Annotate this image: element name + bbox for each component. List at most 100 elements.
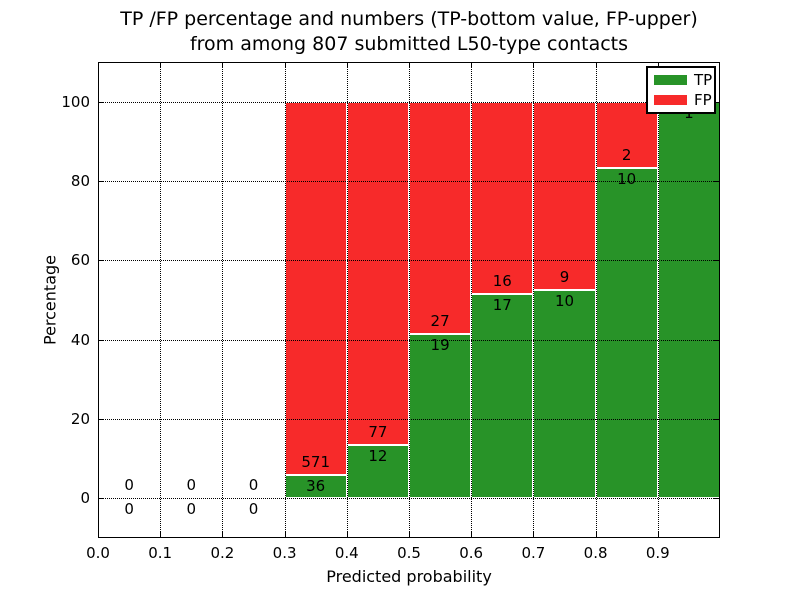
x-tick-mark [346,532,348,538]
tp-count-label: 36 [306,476,326,495]
x-tick-mark [222,532,224,538]
x-tick-mark [98,532,99,538]
tp-count-label: 0 [248,500,259,519]
y-tick-mark-right [714,339,720,341]
legend: TP FP [646,66,716,114]
x-axis-label: Predicted probability [326,567,492,586]
fp-count-label: 0 [248,476,259,495]
x-tick-mark-top [657,62,659,68]
fp-count-label: 16 [492,271,512,290]
tp-count-label: 0 [124,500,134,519]
bar-segment-fp [533,101,596,290]
tp-count-label: 17 [492,295,512,314]
grid-line-horizontal [98,181,720,182]
bar-segment-fp [409,101,472,335]
y-tick-label: 0 [80,489,90,508]
bar-segment-fp [471,101,534,294]
x-tick-label: 0.0 [86,544,110,562]
bar-segment-tp [533,289,596,499]
fp-count-label: 0 [186,476,197,495]
bar-segment-tp [409,334,472,499]
bar-segment-tp [471,293,534,499]
x-tick-mark [533,532,535,538]
legend-entry-tp: TP [654,70,714,89]
x-tick-mark-top [409,62,410,68]
y-tick-mark [98,260,104,262]
bar-segment-fp [284,101,347,475]
grid-line-vertical [409,62,410,538]
tp-count-label: 10 [554,291,575,310]
chart-title: TP /FP percentage and numbers (TP-bottom… [98,7,720,57]
x-tick-label: 0.5 [397,544,421,562]
x-tick-mark [409,532,410,538]
chart-title-line2: from among 807 submitted L50-type contac… [189,33,629,55]
x-tick-mark [595,532,597,538]
legend-label-fp: FP [694,90,712,109]
grid-line-vertical [160,62,162,538]
x-tick-label: 0.9 [645,544,670,562]
x-tick-label: 0.2 [210,544,235,562]
x-tick-label: 0.6 [459,544,484,562]
y-tick-mark [98,101,104,103]
x-tick-label: 0.1 [148,544,173,562]
y-tick-mark-right [714,498,720,500]
grid-line-horizontal [98,260,720,262]
y-tick-label: 20 [70,410,90,428]
y-tick-mark [98,339,104,341]
y-tick-mark-right [714,181,720,182]
tp-count-label: 0 [186,500,197,519]
bar-segment-tp [657,101,720,499]
tp-count-label: 19 [430,336,450,355]
x-tick-mark [471,532,473,538]
x-tick-mark-top [471,62,473,68]
grid-line-vertical [471,62,473,538]
grid-line-horizontal [98,101,720,103]
legend-label-tp: TP [694,70,713,89]
y-tick-mark [98,498,104,500]
bar-segment-tp [346,444,409,499]
grid-line-vertical [346,62,348,538]
fp-count-label: 2 [621,145,632,164]
x-tick-mark-top [222,62,224,68]
fp-count-label: 9 [559,267,570,286]
y-tick-mark-right [714,419,720,420]
fp-count-label: 77 [368,422,388,441]
y-tick-mark-right [714,101,720,103]
grid-line-horizontal [98,339,720,341]
x-tick-mark [284,532,286,538]
x-tick-mark-top [98,62,99,68]
grid-line-horizontal [98,498,720,500]
bar-segment-tp [595,167,658,499]
tp-swatch-icon [654,75,687,85]
grid-line-vertical [222,62,224,538]
chart-title-line1: TP /FP percentage and numbers (TP-bottom… [120,8,698,30]
y-tick-mark [98,181,104,182]
x-tick-label: 0.8 [583,544,608,562]
x-tick-mark [657,532,659,538]
x-tick-mark-top [160,62,162,68]
x-tick-label: 0.4 [334,544,359,562]
fp-count-label: 0 [124,476,134,495]
grid-line-vertical [533,62,535,538]
x-tick-mark-top [533,62,535,68]
x-tick-mark-top [346,62,348,68]
grid-line-vertical [657,62,659,538]
grid-line-vertical [595,62,597,538]
y-tick-mark-right [714,260,720,262]
y-tick-label: 40 [70,330,90,349]
x-tick-mark-top [284,62,286,68]
x-tick-label: 0.3 [272,544,297,562]
x-tick-label: 0.7 [521,544,546,562]
fp-count-label: 571 [301,452,330,471]
fp-count-label: 27 [430,312,450,331]
y-axis-label: Percentage [40,254,60,346]
legend-entry-fp: FP [654,90,714,109]
y-tick-label: 80 [70,172,90,190]
grid-line-vertical [284,62,286,538]
x-tick-mark-top [595,62,597,68]
tp-count-label: 10 [617,169,637,188]
y-tick-mark [98,419,104,420]
bar-segment-fp [346,101,409,445]
y-tick-label: 60 [70,251,90,270]
